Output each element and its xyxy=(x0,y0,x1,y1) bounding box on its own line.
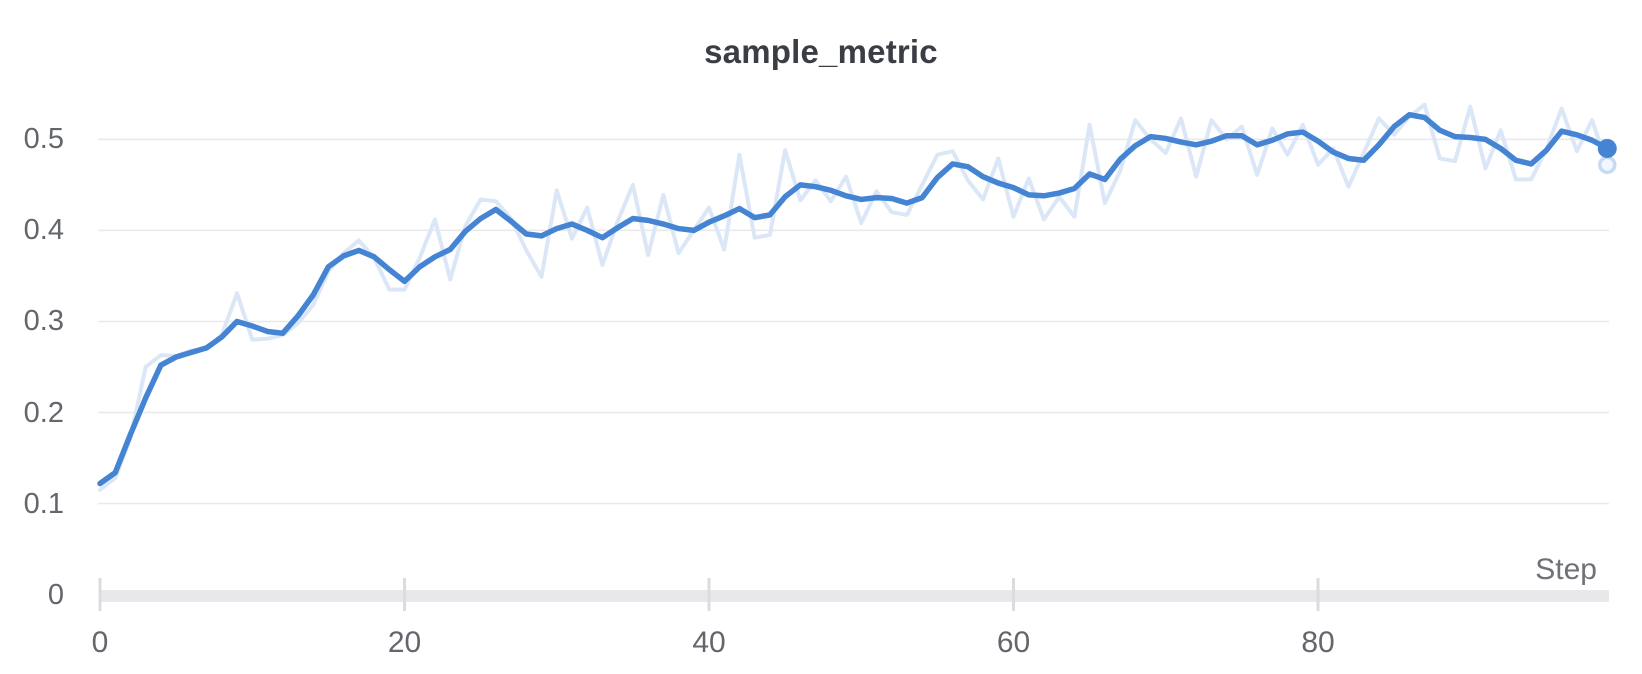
y-tick-label: 0 xyxy=(47,578,64,611)
smoothed-series-line xyxy=(97,112,1611,487)
raw-endpoint-ring xyxy=(1598,155,1617,175)
x-tick-label: 0 xyxy=(91,626,109,659)
x-tick-label: 60 xyxy=(996,626,1031,659)
x-tick-label: 80 xyxy=(1301,626,1335,659)
chart-title: sample_metric xyxy=(704,33,938,70)
x-tick-label: 40 xyxy=(692,626,726,659)
x-axis-label: Step xyxy=(1535,553,1597,586)
y-tick-label: 0.4 xyxy=(23,214,64,247)
raw-series-line xyxy=(98,102,1610,492)
y-tick-label: 0.5 xyxy=(23,123,64,156)
x-tick-label: 20 xyxy=(387,626,422,659)
x-axis-bar xyxy=(100,590,1609,602)
y-tick-label: 0.1 xyxy=(23,487,64,520)
smoothed-endpoint-dot xyxy=(1597,138,1617,158)
y-tick-label: 0.3 xyxy=(23,305,64,338)
y-tick-label: 0.2 xyxy=(23,396,64,429)
